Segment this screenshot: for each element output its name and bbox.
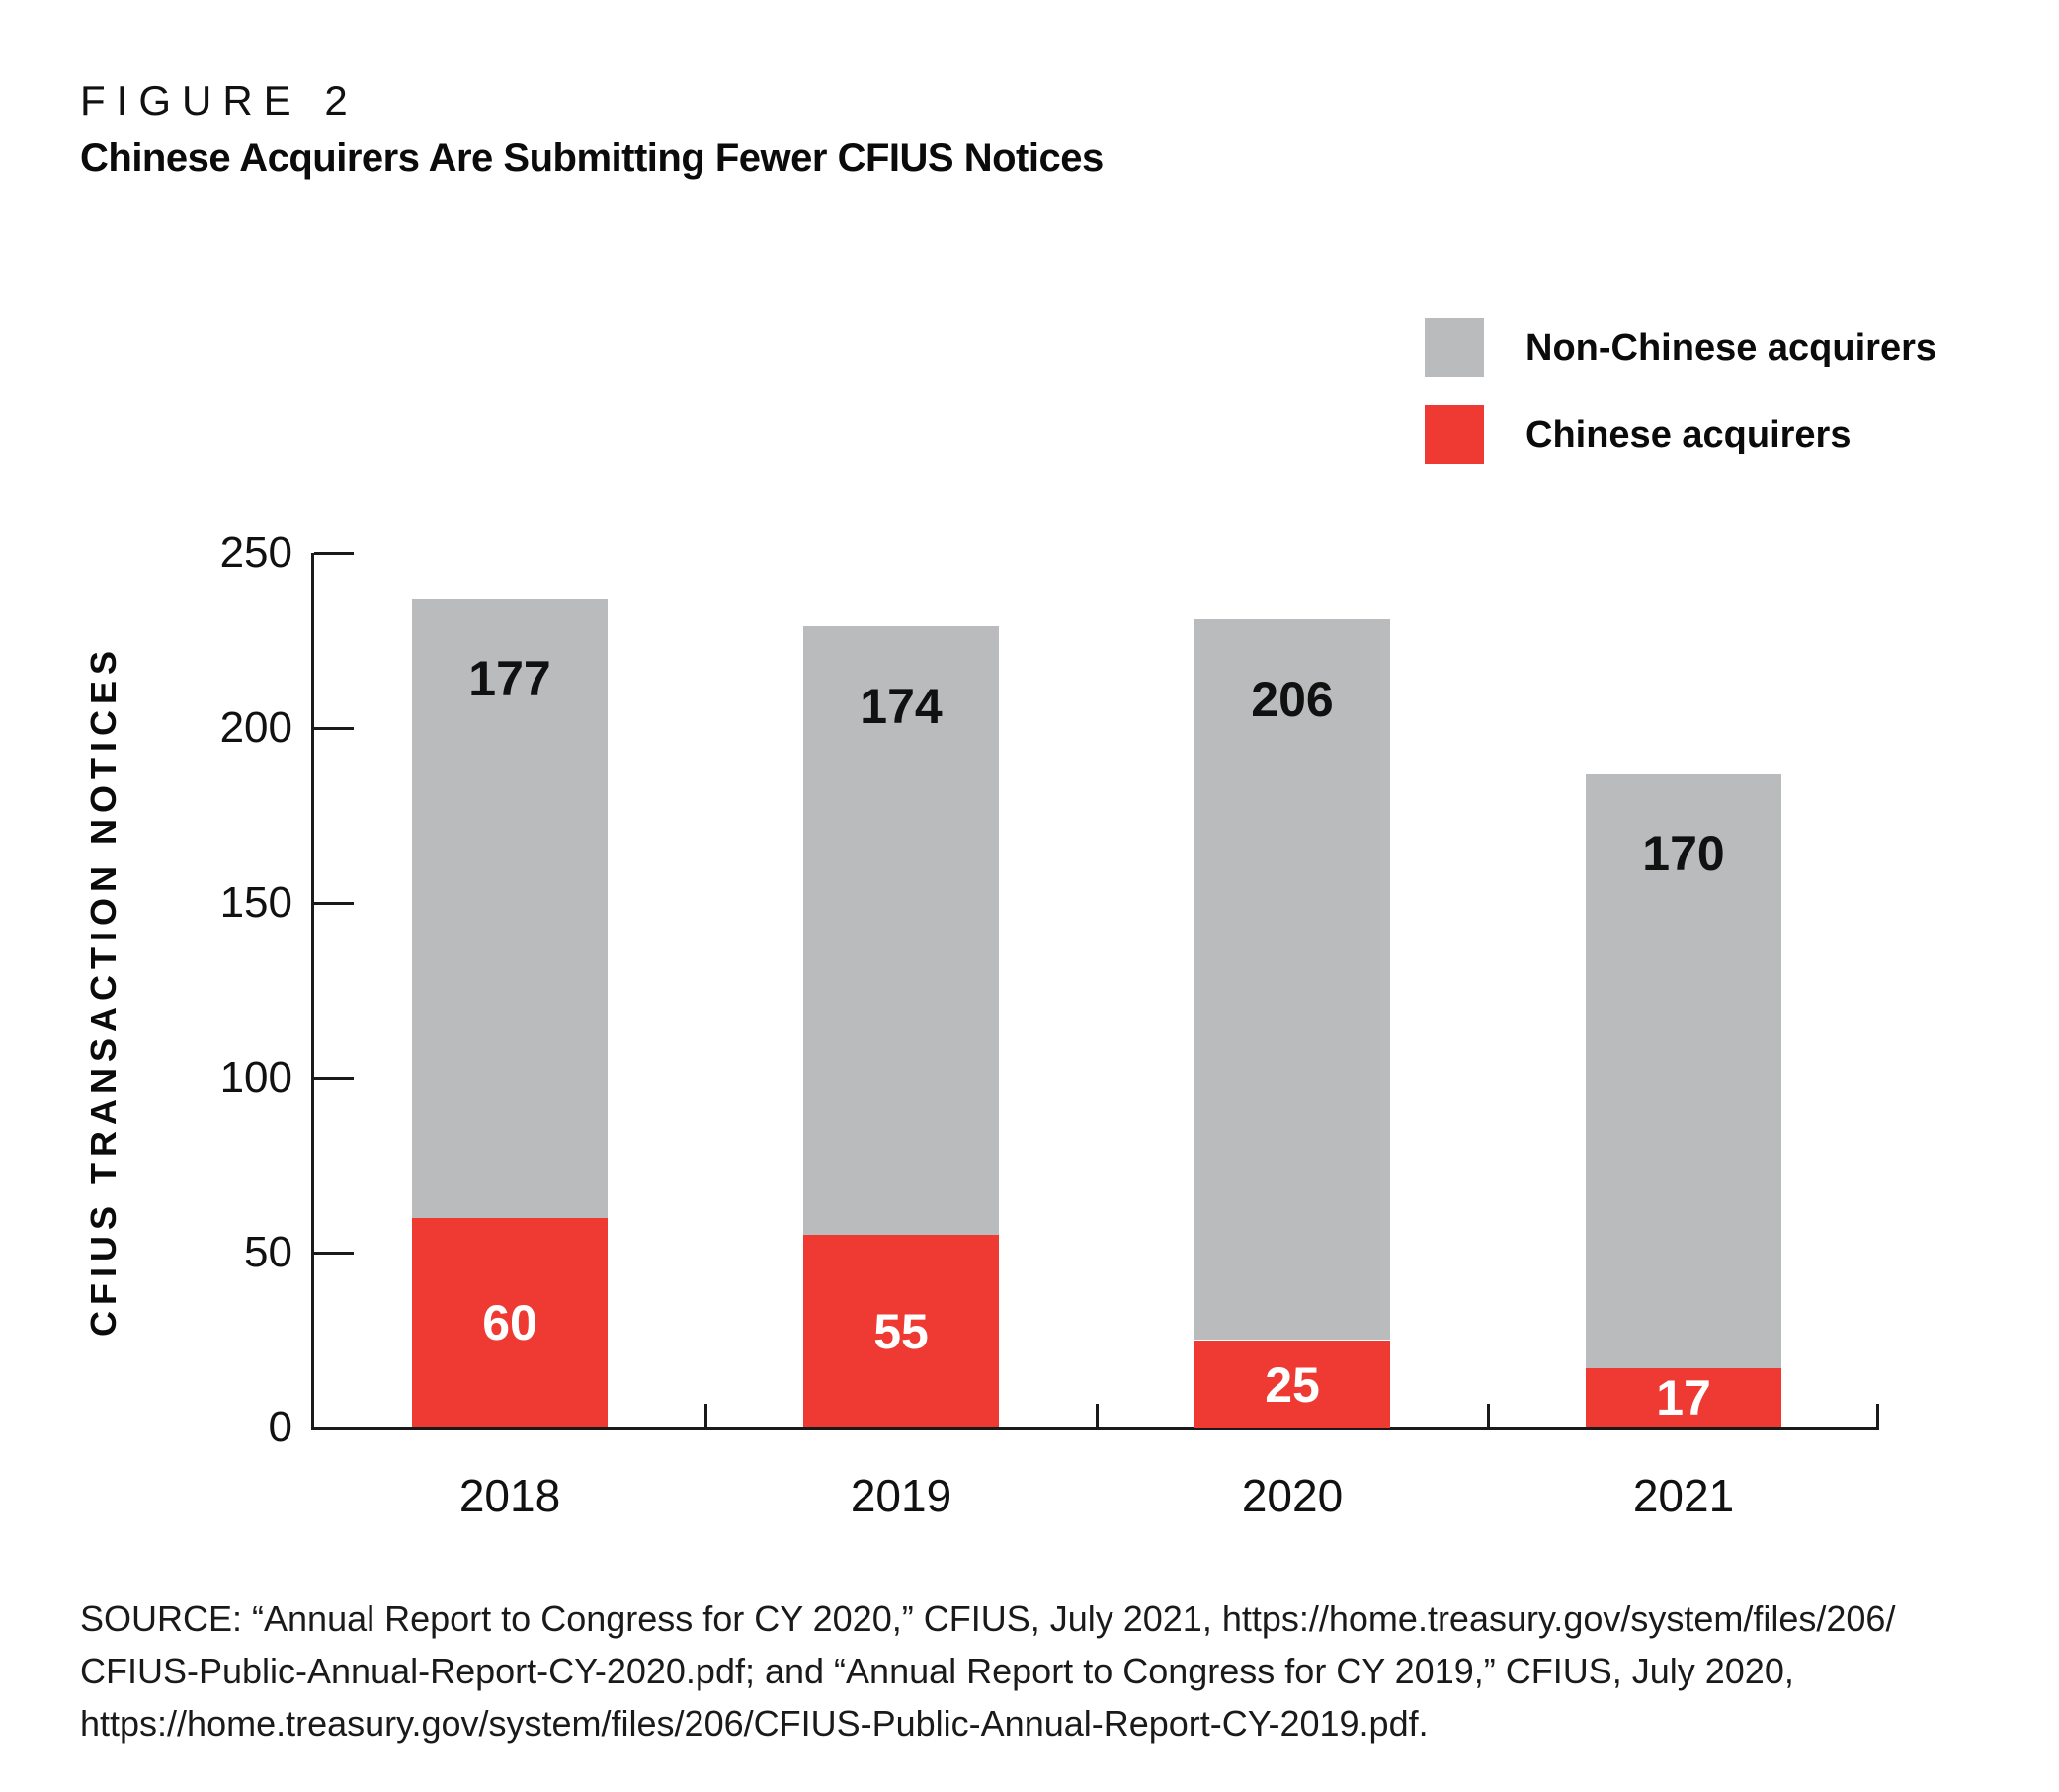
legend-label-non-chinese: Non-Chinese acquirers — [1525, 327, 1936, 368]
chart-legend: Non-Chinese acquirers Chinese acquirers — [1425, 318, 1936, 464]
bar-2018-chinese-segment: 60 — [412, 1218, 608, 1427]
bar-2019-chinese-segment: 55 — [803, 1235, 999, 1427]
legend-item-non-chinese: Non-Chinese acquirers — [1425, 318, 1936, 377]
bar-2019-non-chinese-segment: 174 — [803, 626, 999, 1235]
y-axis-tick-label: 150 — [219, 878, 292, 927]
y-axis-tick-label: 50 — [244, 1228, 292, 1276]
y-axis-tick — [314, 902, 354, 905]
figure-title: Chinese Acquirers Are Submitting Fewer C… — [80, 136, 1104, 180]
bar-2021-non-chinese-segment: 170 — [1586, 774, 1781, 1368]
bar-value-label: 206 — [1251, 672, 1334, 727]
y-axis-tick — [314, 1252, 354, 1255]
x-axis-line — [311, 1427, 1879, 1430]
y-axis-line — [311, 553, 314, 1427]
bar-2021-chinese-segment: 17 — [1586, 1368, 1781, 1427]
figure-label: FIGURE 2 — [80, 77, 359, 123]
source-line: https://home.treasury.gov/system/files/2… — [80, 1703, 1429, 1744]
bar-value-label: 55 — [873, 1303, 929, 1359]
bar-value-label: 25 — [1265, 1356, 1320, 1413]
y-axis-tick — [314, 1077, 354, 1080]
legend-item-chinese: Chinese acquirers — [1425, 405, 1936, 464]
x-axis-category-label: 2020 — [1241, 1470, 1344, 1521]
source-note: SOURCE: “Annual Report to Congress for C… — [80, 1592, 1895, 1750]
y-axis-tick-label: 100 — [219, 1053, 292, 1101]
source-line: SOURCE: “Annual Report to Congress for C… — [80, 1598, 1896, 1639]
y-axis-tick-label: 0 — [268, 1403, 292, 1451]
x-axis-category-label: 2018 — [458, 1470, 561, 1521]
bar-value-label: 60 — [482, 1295, 537, 1350]
x-axis-end-tick — [1876, 1404, 1879, 1427]
x-axis-tick — [1096, 1404, 1099, 1427]
bar-2018-non-chinese-segment: 177 — [412, 599, 608, 1218]
legend-swatch-chinese — [1425, 405, 1484, 464]
x-axis-category-label: 2019 — [850, 1470, 952, 1521]
x-axis-tick — [704, 1404, 707, 1427]
bar-value-label: 174 — [860, 679, 943, 734]
y-axis-tick-label: 250 — [219, 529, 292, 577]
y-axis-tick — [314, 727, 354, 730]
legend-swatch-non-chinese — [1425, 318, 1484, 377]
legend-label-chinese: Chinese acquirers — [1525, 414, 1852, 455]
bar-value-label: 177 — [468, 651, 551, 706]
bar-value-label: 17 — [1656, 1370, 1711, 1425]
x-axis-category-label: 2021 — [1632, 1470, 1735, 1521]
source-line: CFIUS-Public-Annual-Report-CY-2020.pdf; … — [80, 1651, 1794, 1691]
bar-value-label: 170 — [1642, 826, 1725, 881]
y-axis-tick — [314, 552, 354, 555]
x-axis-tick — [1487, 1404, 1490, 1427]
bar-2020-non-chinese-segment: 206 — [1194, 619, 1390, 1340]
y-axis-tick-label: 200 — [219, 703, 292, 752]
bar-2020-chinese-segment: 25 — [1194, 1341, 1390, 1428]
